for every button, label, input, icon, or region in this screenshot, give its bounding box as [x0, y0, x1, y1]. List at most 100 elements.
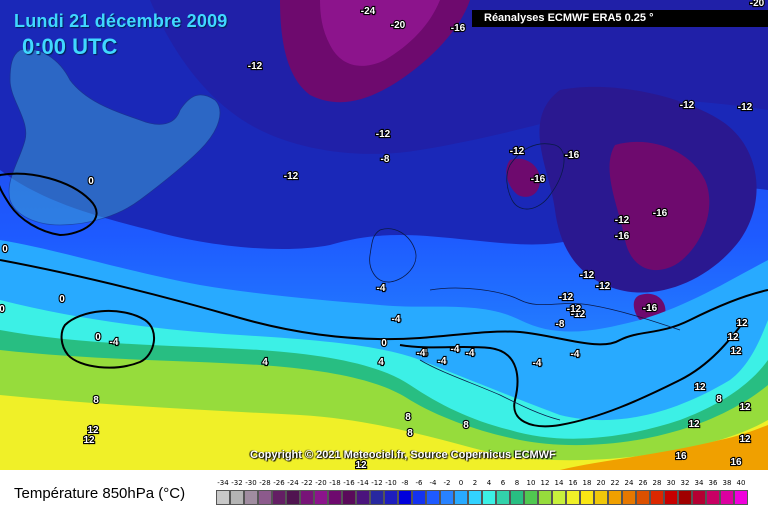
- isotherm-zero-med: [399, 319, 746, 428]
- legend-tick: 0: [458, 479, 464, 487]
- contour-label: -4: [533, 358, 542, 369]
- contour-label: 12: [694, 382, 706, 393]
- legend-swatch: [398, 490, 412, 505]
- legend-swatch: [566, 490, 580, 505]
- legend-tick: 24: [624, 479, 634, 487]
- legend-tick: -28: [259, 479, 271, 487]
- legend-swatch: [342, 490, 356, 505]
- legend-swatch: [314, 490, 328, 505]
- legend-swatch: [608, 490, 622, 505]
- legend-swatch: [356, 490, 370, 505]
- contour-label: 12: [83, 435, 95, 446]
- contour-label: 12: [739, 402, 751, 413]
- legend-swatch: [412, 490, 426, 505]
- legend-swatch: [734, 490, 748, 505]
- map-time: 0:00 UTC: [22, 34, 118, 59]
- contour-label: 4: [262, 357, 268, 368]
- legend-tick: 22: [610, 479, 620, 487]
- legend-tick: 40: [736, 479, 746, 487]
- map-canvas: -24-20 -16-20-12-12-8-120-12 -16-16-12 -12-…: [0, 0, 768, 470]
- legend-ticks: -34 -32 -30 -28 -26 -24 -22 -20 -18 -16 -14 -12 -10-…: [216, 479, 756, 491]
- legend-tick: 14: [554, 479, 564, 487]
- contour-label: -12: [567, 304, 582, 315]
- contour-label: 8: [93, 395, 99, 406]
- legend-tick: 28: [652, 479, 662, 487]
- legend-swatch: [622, 490, 636, 505]
- legend-swatch: [678, 490, 692, 505]
- greenland-land: [8, 48, 221, 226]
- contour-label: -12: [596, 281, 611, 292]
- legend-tick: 18: [582, 479, 592, 487]
- contour-label: -4: [392, 314, 401, 325]
- legend-swatch: [720, 490, 734, 505]
- legend-tick: 2: [472, 479, 478, 487]
- greenland-cold-center: [320, 0, 440, 66]
- legend-tick: 10: [526, 479, 536, 487]
- contour-label: -24: [361, 6, 376, 17]
- legend-tick: -4: [429, 479, 437, 487]
- contour-label: 8: [405, 412, 411, 423]
- legend-swatch: [286, 490, 300, 505]
- legend-tick: -26: [273, 479, 285, 487]
- contour-label: 0: [381, 338, 387, 349]
- contour-label: 0: [0, 304, 5, 315]
- contour-label: -4: [417, 348, 426, 359]
- contour-label: -12: [248, 61, 263, 72]
- legend-tick: -14: [357, 479, 369, 487]
- contour-label: -4: [438, 356, 447, 367]
- legend-tick: 20: [596, 479, 606, 487]
- isotherm-zero-main: [0, 259, 768, 346]
- legend-swatch: [244, 490, 258, 505]
- legend: Température 850hPa (°C) -34 -32 -30 -28 -26-…: [0, 470, 768, 512]
- contour-label: 12: [355, 460, 367, 470]
- contour-label: -12: [580, 270, 595, 281]
- legend-tick: -16: [343, 479, 355, 487]
- europe-coast: [429, 287, 681, 331]
- legend-swatch: [230, 490, 244, 505]
- contour-label: 8: [463, 420, 469, 431]
- legend-swatch: [636, 490, 650, 505]
- contour-label: 12: [688, 419, 700, 430]
- legend-title: Température 850hPa (°C): [14, 485, 186, 502]
- contour-label: -16: [451, 23, 466, 34]
- legend-swatch: [510, 490, 524, 505]
- legend-tick: -12: [371, 479, 383, 487]
- contour-label: -12: [510, 146, 525, 157]
- contour-label: -20: [391, 20, 406, 31]
- map-date: Lundi 21 décembre 2009: [14, 11, 228, 31]
- contour-label: -12: [559, 292, 574, 303]
- legend-tick: -18: [329, 479, 341, 487]
- contour-label: -4: [451, 344, 460, 355]
- legend-swatch: [440, 490, 454, 505]
- contour-label: -12: [284, 171, 299, 182]
- contour-label: -4: [419, 348, 428, 359]
- legend-tick: 30: [666, 479, 676, 487]
- copyright-notice: Copyright © 2021 Meteociel.fr, Source Co…: [250, 449, 556, 461]
- contour-label: -12: [615, 215, 630, 226]
- legend-swatch: [706, 490, 720, 505]
- legend-swatch: [328, 490, 342, 505]
- legend-tick: -8: [401, 479, 409, 487]
- legend-swatch: [482, 490, 496, 505]
- legend-swatches: [216, 490, 756, 505]
- temperature-map: -24 -20 -16 -20 -12 -12 -8 -12 0 -12 -16 -16 -12 -12-…: [0, 0, 768, 470]
- contour-label: -16: [643, 303, 658, 314]
- contour-label: -16: [531, 174, 546, 185]
- legend-swatch: [664, 490, 678, 505]
- contour-label: -12: [680, 100, 695, 111]
- contour-label: -4: [571, 349, 580, 360]
- russia-cold-core: [609, 141, 710, 271]
- legend-swatch: [300, 490, 314, 505]
- legend-tick: 12: [540, 479, 550, 487]
- contour-label: 0: [59, 294, 65, 305]
- legend-tick: -22: [301, 479, 313, 487]
- contour-label: -16: [615, 231, 630, 242]
- contour-label: 12: [87, 425, 99, 436]
- legend-tick: 6: [500, 479, 506, 487]
- contour-label: 0: [88, 176, 94, 187]
- contour-label: 8: [407, 428, 413, 439]
- contour-label: 4: [378, 357, 384, 368]
- contour-label: -4: [110, 337, 119, 348]
- contour-label: 16: [675, 451, 687, 462]
- contour-label: -12: [738, 102, 753, 113]
